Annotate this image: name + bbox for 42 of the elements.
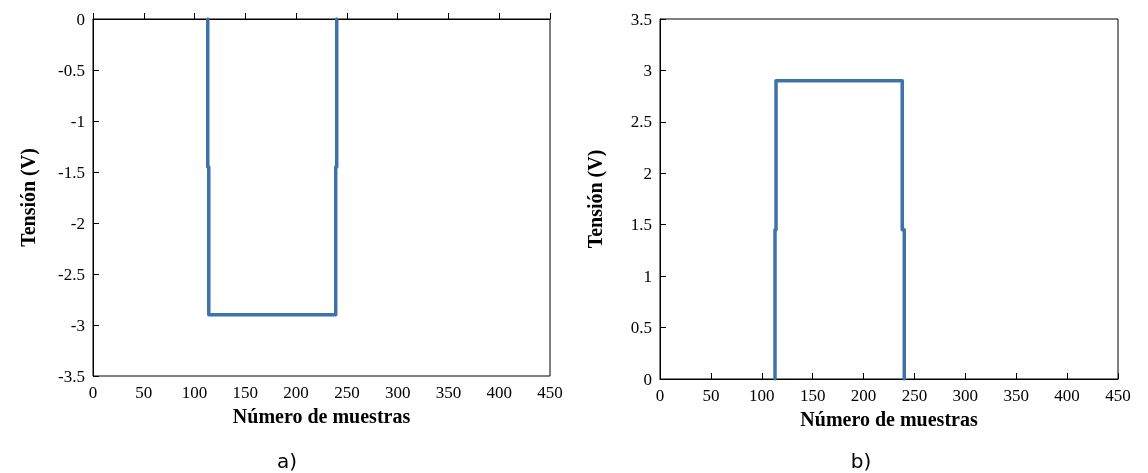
y-tick-label: 1.5: [630, 215, 652, 235]
x-tick-label: 300: [952, 386, 979, 405]
y-tick-label: 2: [643, 163, 652, 183]
x-tick-label: 200: [283, 383, 309, 402]
x-tick-label: 450: [537, 383, 563, 402]
x-tick-label: 350: [435, 383, 462, 402]
x-tick-label: 250: [334, 383, 360, 402]
text: b): [850, 449, 872, 473]
x-tick-label: 50: [702, 386, 720, 405]
text: a): [276, 449, 298, 473]
x-tick-label: 350: [1003, 386, 1029, 405]
y-tick-label: 0.5: [630, 318, 652, 338]
x-axis-title: Número de muestras: [232, 405, 411, 427]
x-axis-title: Número de muestras: [800, 408, 978, 430]
y-tick-label: -3: [70, 315, 85, 335]
x-tick-label: 50: [135, 383, 153, 402]
y-tick-label: -2.5: [58, 264, 85, 284]
x-tick-label: 100: [181, 383, 208, 402]
x-tick-label: 400: [486, 383, 512, 402]
y-tick-label: -1.5: [58, 162, 85, 182]
x-tick-label: 100: [749, 386, 775, 405]
y-tick-label: 3.5: [630, 9, 652, 29]
x-tick-label: 150: [799, 386, 826, 405]
x-tick-label: 450: [1105, 386, 1131, 405]
y-tick-label: -2: [70, 213, 85, 233]
x-tick-label: 400: [1054, 386, 1080, 405]
y-tick-label: 2.5: [630, 112, 652, 132]
y-tick-label: 0: [643, 369, 652, 389]
y-axis-title: Tensión (V): [584, 149, 607, 249]
x-tick-label: 250: [901, 386, 928, 405]
x-tick-label: 300: [384, 383, 411, 402]
x-tick-label: 200: [850, 386, 877, 405]
y-tick-label: 3: [643, 60, 652, 80]
y-tick-label: 0: [76, 9, 85, 29]
y-tick-label: -0.5: [58, 60, 85, 80]
x-tick-label: 0: [655, 386, 665, 405]
x-tick-label: 150: [232, 383, 259, 402]
x-tick-label: 0: [88, 383, 98, 402]
y-tick-label: -3.5: [58, 366, 85, 386]
y-axis-title: Tensión (V): [17, 148, 40, 247]
y-tick-label: -1: [70, 111, 85, 131]
y-tick-label: 1: [643, 266, 652, 286]
